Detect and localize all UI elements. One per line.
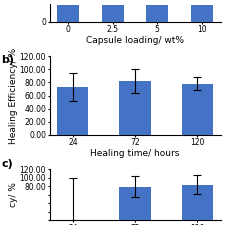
Y-axis label: Healing Efficiency/ %: Healing Efficiency/ % <box>9 47 18 144</box>
Y-axis label: cy/ %: cy/ % <box>9 182 18 207</box>
Bar <box>146 5 168 22</box>
Bar <box>182 84 213 135</box>
X-axis label: Capsule loading/ wt%: Capsule loading/ wt% <box>86 36 184 45</box>
Bar <box>57 5 79 22</box>
Bar <box>182 185 213 220</box>
X-axis label: Healing time/ hours: Healing time/ hours <box>90 149 180 158</box>
Bar <box>119 81 151 135</box>
Text: b): b) <box>1 55 14 65</box>
Bar <box>102 5 124 22</box>
Text: c): c) <box>1 159 13 169</box>
Bar <box>119 187 151 220</box>
Bar <box>191 5 213 22</box>
Bar <box>57 87 88 135</box>
